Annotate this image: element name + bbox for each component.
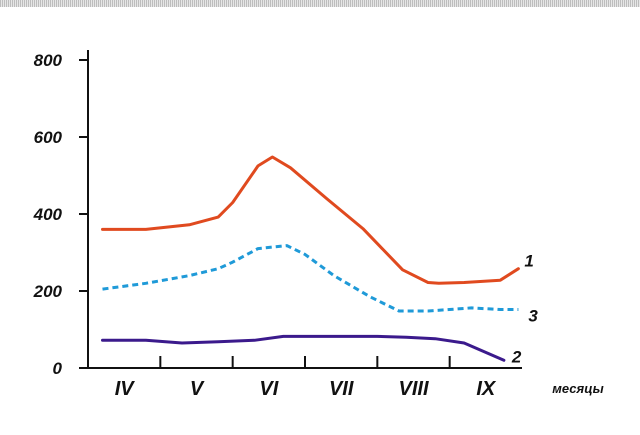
top-border-strip (0, 0, 640, 7)
series-line-2 (101, 334, 506, 362)
y-tick-label-0: 0 (53, 359, 63, 378)
y-tick-label-200: 200 (33, 282, 63, 301)
y-tick-label-800: 800 (34, 51, 63, 70)
series-label-3: 3 (528, 306, 538, 325)
series-label-1: 1 (524, 252, 533, 271)
series-line-3 (102, 244, 519, 313)
x-tick-label-V: V (190, 378, 205, 400)
series-label-2: 2 (511, 347, 522, 366)
x-tick-label-VII: VII (329, 378, 354, 400)
series-line-1 (101, 155, 520, 285)
x-tick-label-IV: IV (115, 378, 136, 400)
y-tick-label-400: 400 (33, 205, 63, 224)
x-tick-label-VIII: VIII (398, 378, 428, 400)
x-tick-label-VI: VI (259, 378, 278, 400)
x-axis-label: месяцы (552, 381, 603, 396)
y-tick-label-600: 600 (34, 128, 63, 147)
x-tick-label-IX: IX (476, 378, 497, 400)
